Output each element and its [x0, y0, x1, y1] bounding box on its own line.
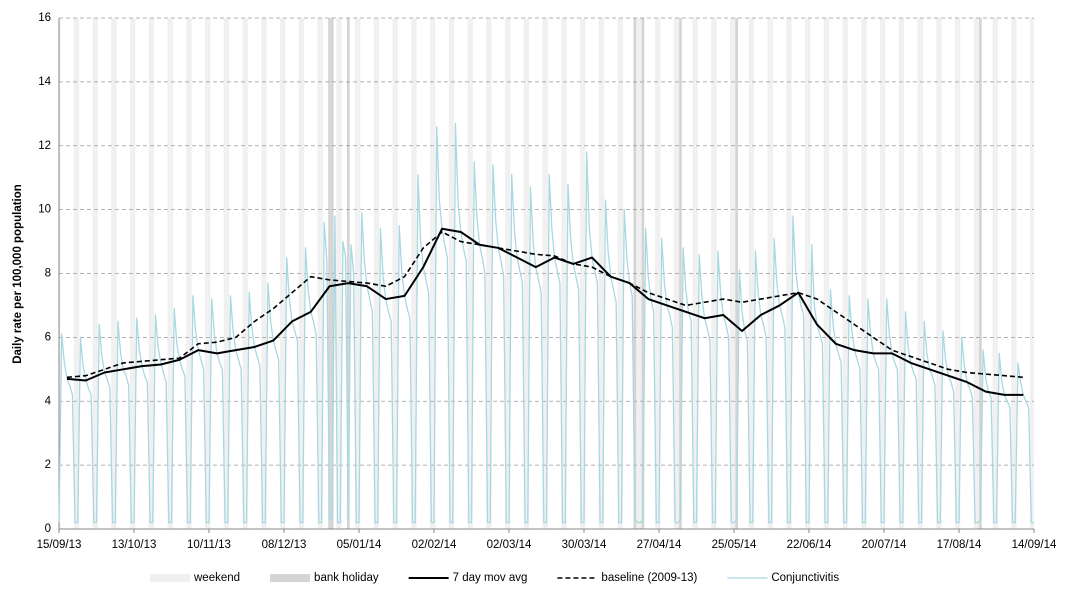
band — [561, 18, 564, 529]
y-tick-label: 10 — [38, 204, 51, 216]
x-tick-label: 15/09/13 — [37, 539, 82, 551]
band — [245, 18, 248, 529]
band — [657, 18, 661, 529]
x-tick-label: 22/06/14 — [787, 539, 832, 551]
x-tick-label: 27/04/14 — [637, 539, 682, 551]
band — [735, 18, 739, 529]
y-tick-label: 6 — [45, 331, 51, 343]
series-line — [66, 227, 1024, 396]
band — [132, 18, 136, 529]
band — [223, 18, 227, 529]
x-tick-label: 10/11/13 — [187, 539, 231, 551]
x-tick-label: 17/08/14 — [937, 539, 982, 551]
band — [328, 18, 331, 529]
band — [1029, 18, 1033, 529]
series-line — [66, 231, 1024, 379]
x-tick-label: 14/09/14 — [1012, 539, 1057, 551]
band — [770, 18, 773, 529]
band — [579, 18, 583, 529]
band — [1013, 18, 1017, 529]
legend-swatch — [270, 574, 311, 582]
y-tick-label: 16 — [38, 12, 51, 24]
band — [995, 18, 998, 529]
y-axis-label: Daily rate per 100,000 population — [12, 184, 24, 364]
x-tick-label: 02/03/14 — [487, 539, 532, 551]
band — [713, 18, 717, 529]
y-tick-label: 12 — [38, 140, 51, 152]
band — [188, 18, 192, 529]
band — [279, 18, 283, 529]
x-tick-label: 02/02/14 — [412, 539, 457, 551]
legend-label: bank holiday — [314, 572, 379, 584]
band — [917, 18, 921, 529]
band — [692, 18, 696, 529]
legend-label: 7 day mov avg — [453, 572, 528, 584]
band — [526, 18, 530, 529]
band — [392, 18, 396, 529]
y-tick-label: 4 — [45, 395, 52, 407]
band — [432, 18, 436, 529]
x-tick-label: 30/03/14 — [562, 539, 607, 551]
band — [826, 18, 830, 529]
series-line — [58, 122, 1034, 524]
band — [301, 18, 305, 529]
band — [504, 18, 508, 529]
band — [470, 18, 473, 529]
band — [92, 18, 96, 529]
band — [545, 18, 548, 529]
legend: weekend bank holiday 7 day mov avg baseline… — [150, 572, 839, 584]
legend-label: weekend — [193, 572, 240, 584]
band — [76, 18, 80, 529]
band — [413, 18, 417, 529]
y-tick-label: 2 — [45, 459, 51, 471]
y-tick-label: 8 — [45, 268, 51, 280]
x-tick-label: 13/10/13 — [112, 539, 157, 551]
y-tick-label: 14 — [38, 76, 51, 88]
band — [979, 18, 982, 529]
x-tick-label: 08/12/13 — [262, 539, 307, 551]
y-tick-label: 0 — [45, 523, 51, 535]
band — [861, 18, 864, 529]
band — [748, 18, 752, 529]
band — [523, 18, 527, 529]
band — [957, 18, 961, 529]
band — [357, 18, 361, 529]
band — [488, 18, 492, 529]
band — [448, 18, 452, 529]
band — [973, 18, 977, 529]
band — [938, 18, 942, 529]
band — [636, 18, 639, 529]
band — [679, 18, 682, 529]
x-tick-label: 25/05/14 — [712, 539, 757, 551]
legend-swatch — [150, 574, 190, 582]
x-tick-label: 20/07/14 — [862, 539, 907, 551]
x-tick-label: 05/01/14 — [337, 539, 382, 551]
band — [167, 18, 171, 529]
legend-label: baseline (2009-13) — [601, 572, 697, 584]
band — [336, 18, 339, 529]
band — [111, 18, 114, 529]
band — [617, 18, 621, 529]
legend-label: Conjunctivitis — [771, 572, 839, 584]
band — [882, 18, 886, 529]
band — [804, 18, 808, 529]
band — [601, 18, 605, 529]
